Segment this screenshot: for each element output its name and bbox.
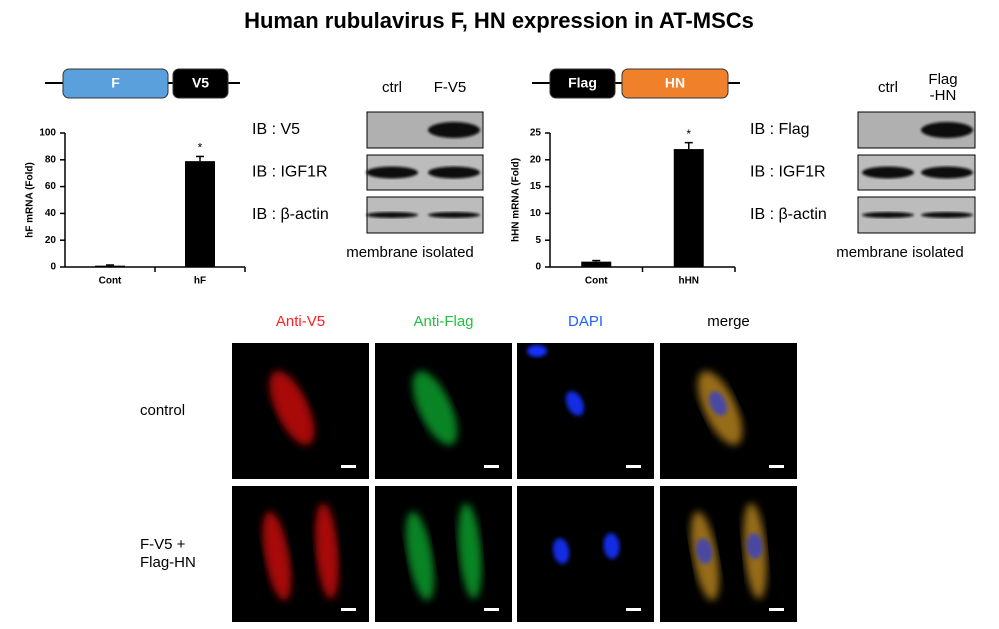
construct-label: V5: [192, 75, 209, 91]
figure-title: Human rubulavirus F, HN expression in AT…: [244, 8, 754, 33]
x-tick-label: Cont: [99, 276, 122, 287]
x-tick-label: Cont: [585, 276, 608, 287]
column-label: merge: [707, 313, 750, 330]
bar: [673, 149, 704, 267]
row-label: control: [140, 402, 185, 419]
micrograph: [375, 343, 512, 479]
blot-row-label: IB : IGF1R: [750, 164, 826, 181]
column-label: DAPI: [568, 313, 603, 330]
y-tick-label: 0: [535, 262, 541, 273]
blot-band: [921, 122, 973, 138]
row-label: F-V5 +: [140, 536, 186, 553]
micrograph: [517, 343, 654, 479]
bar: [581, 261, 612, 267]
blot-band: [366, 166, 418, 179]
blot-row-label: IB : IGF1R: [252, 164, 328, 181]
micrograph: [660, 343, 797, 479]
y-tick-label: 20: [530, 154, 542, 165]
lane-label: Flag: [928, 71, 957, 88]
row-label: Flag-HN: [140, 554, 196, 571]
construct-label: F: [111, 75, 120, 91]
y-tick-label: 40: [45, 208, 57, 219]
construct-label: Flag: [568, 75, 597, 91]
micrograph: [232, 343, 369, 479]
annotation: *: [198, 141, 203, 155]
blot-caption: membrane isolated: [836, 244, 964, 261]
blot-row-label: IB : Flag: [750, 121, 810, 138]
error-bar: [106, 264, 114, 266]
error-bar: [592, 259, 601, 262]
blot-band: [921, 212, 973, 218]
construct-box: [621, 68, 729, 99]
x-tick-label: hHN: [678, 276, 699, 287]
blot-band: [428, 122, 480, 138]
blot-band: [921, 166, 973, 179]
blot-band: [366, 212, 418, 218]
y-axis-label: hHN mRNA (Fold): [511, 158, 522, 242]
construct-box: [62, 68, 169, 99]
y-tick-label: 20: [45, 235, 57, 246]
blot-row-label: IB : β-actin: [750, 206, 827, 223]
column-label: Anti-V5: [276, 313, 325, 330]
blot-band: [428, 212, 480, 218]
lane-label: -HN: [930, 87, 957, 104]
construct-label: HN: [665, 75, 685, 91]
y-tick-label: 10: [530, 208, 542, 219]
y-tick-label: 15: [530, 181, 542, 192]
bar: [95, 265, 125, 267]
y-tick-label: 100: [39, 128, 56, 139]
blot-row-label: IB : β-actin: [252, 206, 329, 223]
column-label: Anti-Flag: [413, 313, 473, 330]
construct-box: [172, 68, 229, 99]
blot-band: [428, 166, 480, 179]
y-axis-label: hF mRNA (Fold): [25, 162, 36, 238]
y-tick-label: 25: [530, 128, 542, 139]
bar: [185, 161, 215, 267]
lane-label: ctrl: [878, 79, 898, 96]
micrograph: [517, 486, 654, 622]
x-tick-label: hF: [194, 276, 206, 287]
micrograph: [375, 486, 512, 622]
y-tick-label: 5: [535, 235, 541, 246]
y-tick-label: 60: [45, 181, 57, 192]
blot-band: [862, 166, 914, 179]
blot-band: [862, 212, 914, 218]
blot-caption: membrane isolated: [346, 244, 474, 261]
blot-row-label: IB : V5: [252, 121, 300, 138]
lane-label: F-V5: [434, 79, 467, 96]
y-tick-label: 80: [45, 154, 57, 165]
micrograph: [232, 486, 369, 622]
construct-box: [549, 68, 616, 99]
y-tick-label: 0: [50, 262, 56, 273]
error-bar: [684, 141, 693, 150]
annotation: *: [686, 127, 691, 141]
error-bar: [196, 155, 204, 162]
lane-label: ctrl: [382, 79, 402, 96]
micrograph: [660, 486, 797, 622]
